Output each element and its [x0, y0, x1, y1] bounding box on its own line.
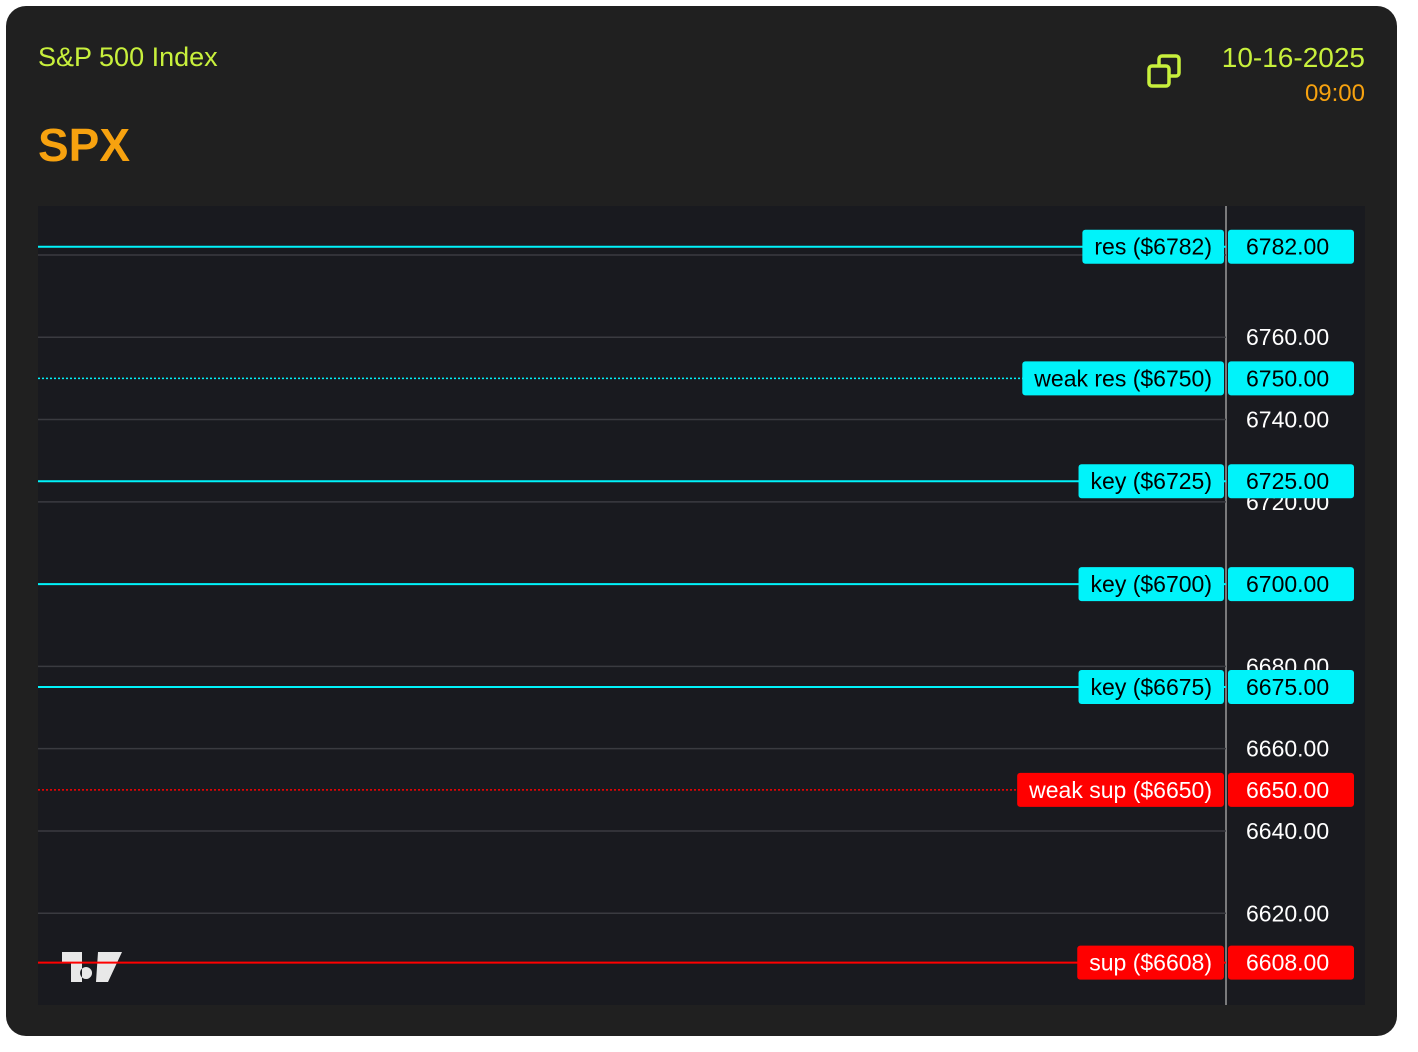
y-tick-label: 6620.00: [1246, 900, 1329, 926]
level-name: key ($6675): [1091, 674, 1212, 700]
price-label: 6650.00: [1246, 777, 1329, 803]
copy-button[interactable]: [1146, 53, 1184, 91]
price-label: 6675.00: [1246, 674, 1329, 700]
price-label: 6608.00: [1246, 950, 1329, 976]
level-name: sup ($6608): [1089, 950, 1212, 976]
price-label-box: [1228, 229, 1354, 264]
index-name: S&P 500 Index: [38, 42, 218, 72]
chart: 6620.006640.006660.006680.006700.006720.…: [38, 206, 1365, 1005]
level-name-box: [1077, 945, 1224, 980]
logo: [62, 952, 122, 982]
price-label: 6700.00: [1246, 571, 1329, 597]
time: 09:00: [1304, 80, 1365, 107]
price-label-box: [1228, 464, 1354, 499]
symbol: SPX: [38, 119, 131, 171]
level-name-box: [1017, 772, 1224, 807]
price-label-box: [1228, 361, 1354, 396]
level-name: key ($6700): [1091, 571, 1212, 597]
date: 10-16-2025: [1221, 42, 1365, 73]
level-name-box: [1078, 567, 1224, 602]
level-name-box: [1078, 464, 1224, 499]
y-tick-label: 6640.00: [1246, 818, 1329, 844]
price-label: 6725.00: [1246, 468, 1329, 494]
plot-background: [38, 206, 1365, 1005]
level-name: weak res ($6750): [1033, 365, 1212, 391]
level-name: key ($6725): [1091, 468, 1212, 494]
price-label-box: [1228, 567, 1354, 602]
level-name: res ($6782): [1094, 234, 1212, 260]
price-label: 6782.00: [1246, 234, 1329, 260]
level-name-box: [1082, 229, 1224, 264]
y-tick-label: 6760.00: [1246, 324, 1329, 350]
level-name-box: [1078, 669, 1224, 704]
price-label: 6750.00: [1246, 365, 1329, 391]
level-name: weak sup ($6650): [1028, 777, 1212, 803]
y-tick-label: 6660.00: [1246, 736, 1329, 762]
y-tick-label: 6740.00: [1246, 407, 1329, 433]
price-label-box: [1228, 945, 1354, 980]
price-label-box: [1228, 669, 1354, 704]
level-name-box: [1022, 361, 1224, 396]
price-label-box: [1228, 772, 1354, 807]
